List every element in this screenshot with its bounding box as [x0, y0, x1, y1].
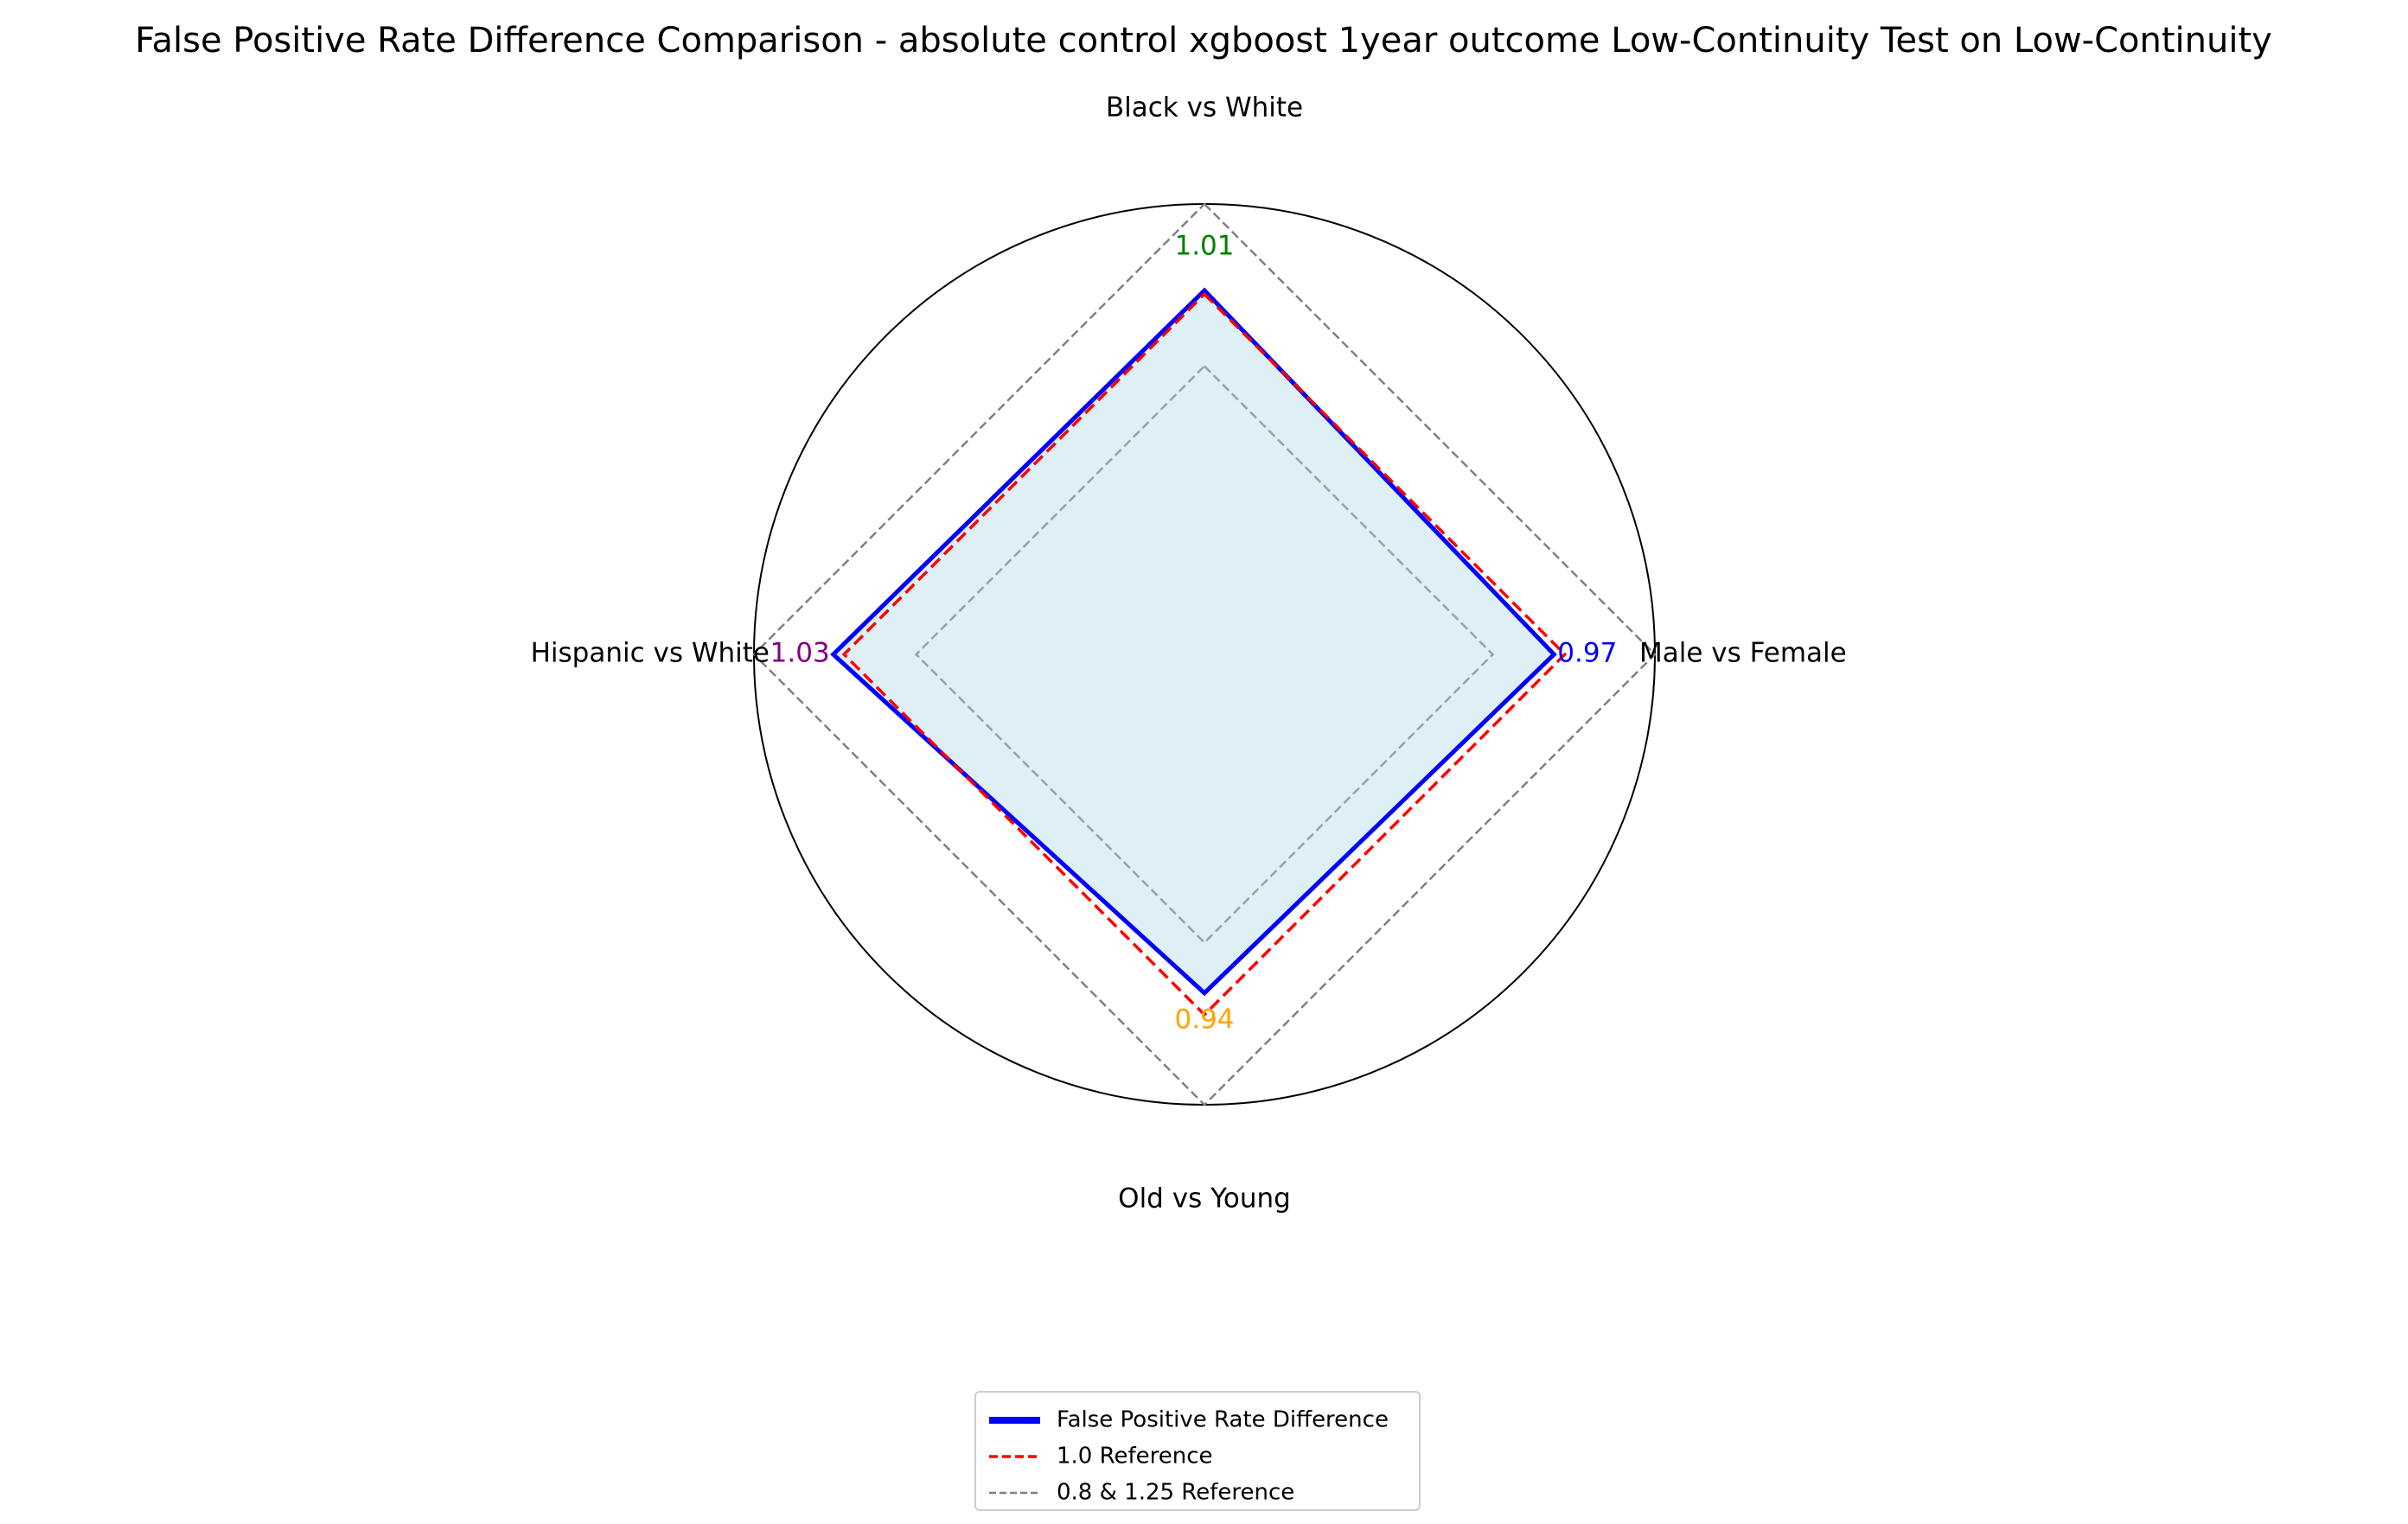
series-area-fill	[833, 290, 1555, 993]
category-label: Black vs White	[1106, 92, 1303, 124]
chart-title: False Positive Rate Difference Compariso…	[135, 21, 2272, 61]
reference-polygon-1-0	[841, 291, 1568, 1017]
legend-item-series: False Positive Rate Difference	[989, 1407, 1389, 1433]
legend-items: False Positive Rate Difference 1.0 Refere…	[989, 1407, 1389, 1506]
legend-frame	[974, 1391, 1421, 1511]
value-label: 0.94	[1174, 1004, 1234, 1035]
category-label: Male vs Female	[1639, 638, 1847, 669]
category-label: Old vs Young	[1118, 1183, 1291, 1215]
data-series	[830, 287, 1568, 1017]
legend-item-0-8-1-25-reference: 0.8 & 1.25 Reference	[989, 1480, 1294, 1506]
value-label: 1.01	[1174, 231, 1234, 262]
value-labels: 1.01 0.97 0.94 1.03	[770, 231, 1618, 1036]
value-label: 1.03	[770, 638, 830, 669]
legend-label: 0.8 & 1.25 Reference	[1057, 1480, 1294, 1506]
series-line	[830, 287, 1557, 997]
reference-polygon-1-25	[752, 202, 1657, 1106]
legend: False Positive Rate Difference 1.0 Refere…	[974, 1391, 1421, 1511]
legend-label: False Positive Rate Difference	[1057, 1407, 1389, 1433]
value-label: 0.97	[1557, 638, 1617, 669]
reference-lines	[752, 202, 1657, 1106]
legend-label: 1.0 Reference	[1057, 1444, 1213, 1470]
category-labels: Black vs White Male vs Female Old vs Young…	[531, 92, 1847, 1215]
legend-item-1-0-reference: 1.0 Reference	[989, 1444, 1213, 1470]
category-label: Hispanic vs White	[531, 638, 770, 669]
